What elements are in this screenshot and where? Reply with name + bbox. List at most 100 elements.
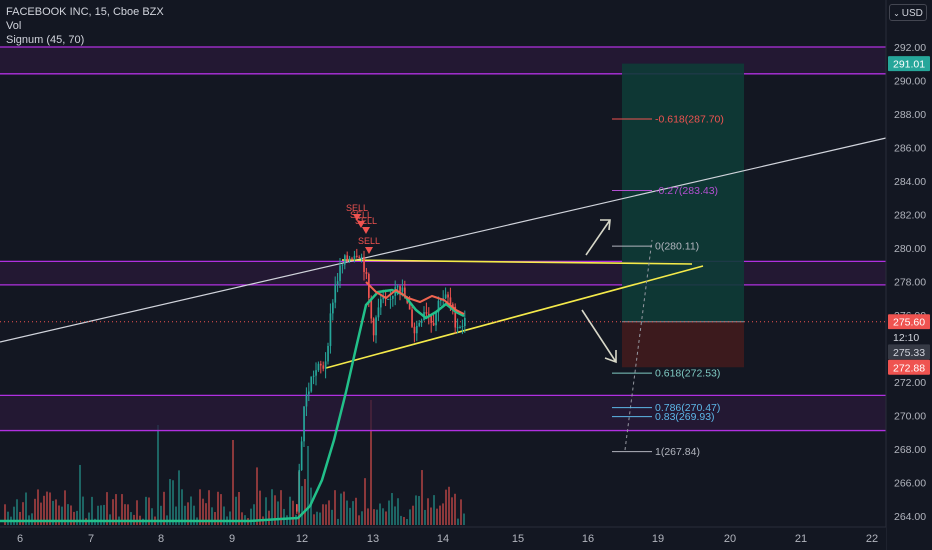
candle-body[interactable]	[377, 307, 380, 318]
price-zone[interactable]	[0, 47, 886, 74]
candle-body[interactable]	[351, 258, 353, 260]
signum-line[interactable]	[0, 288, 465, 523]
candle-body[interactable]	[459, 326, 461, 328]
moving-average-line[interactable]	[365, 281, 465, 315]
volume-bar	[448, 486, 450, 525]
candle-body[interactable]	[305, 394, 308, 407]
candle-body[interactable]	[346, 255, 349, 261]
candle-body[interactable]	[353, 255, 356, 259]
candle-body[interactable]	[370, 297, 373, 319]
candle-body[interactable]	[329, 313, 332, 346]
candle-body[interactable]	[317, 363, 320, 371]
candle-body[interactable]	[300, 441, 303, 470]
candle-body[interactable]	[365, 271, 368, 274]
candle-body[interactable]	[332, 302, 334, 314]
candle-body[interactable]	[444, 294, 447, 299]
candle-body[interactable]	[432, 322, 435, 326]
candle-body[interactable]	[322, 365, 325, 369]
fib-level-label: -0.27(283.43)	[655, 185, 718, 197]
candle-body[interactable]	[420, 320, 423, 323]
candle-body[interactable]	[389, 298, 392, 300]
candle-body[interactable]	[416, 325, 418, 334]
candle-body[interactable]	[401, 287, 404, 292]
arrow-up-icon[interactable]	[585, 219, 611, 256]
price-zone[interactable]	[0, 395, 886, 431]
candle-body[interactable]	[449, 297, 452, 305]
candle-body[interactable]	[315, 370, 317, 376]
candle-body[interactable]	[334, 284, 337, 303]
candle-body[interactable]	[387, 298, 389, 300]
candle-body[interactable]	[408, 302, 411, 310]
price-tag[interactable]	[888, 344, 930, 360]
volume-bar	[232, 440, 234, 525]
arrow-down-icon[interactable]	[581, 309, 617, 364]
volume-label[interactable]: Vol	[6, 20, 22, 32]
candle-body[interactable]	[425, 312, 428, 314]
candle-body[interactable]	[341, 264, 344, 266]
candle-body[interactable]	[312, 375, 315, 377]
candle-body[interactable]	[303, 406, 305, 442]
price-zone[interactable]	[0, 261, 886, 285]
candle-body[interactable]	[452, 304, 454, 307]
candle-body[interactable]	[324, 361, 327, 369]
candle-body[interactable]	[430, 315, 433, 323]
currency-button[interactable]: ⌄ USD	[889, 4, 927, 21]
candle-body[interactable]	[380, 299, 382, 308]
candle-body[interactable]	[435, 312, 437, 326]
candle-body[interactable]	[399, 286, 401, 292]
candle-body[interactable]	[348, 258, 351, 261]
volume-bar	[409, 509, 411, 525]
candle-body[interactable]	[413, 326, 416, 334]
rising-support-line[interactable]	[325, 265, 704, 369]
candle-body[interactable]	[363, 256, 365, 272]
candle-body[interactable]	[327, 345, 329, 362]
resistance-line[interactable]	[341, 259, 693, 265]
volume-bar	[223, 506, 225, 525]
candle-body[interactable]	[404, 287, 406, 298]
volume-bar	[316, 511, 318, 525]
price-tag[interactable]	[888, 329, 930, 345]
symbol-title[interactable]: FACEBOOK INC, 15, Cboe BZX	[6, 6, 164, 18]
candle-body[interactable]	[375, 317, 377, 336]
candle-body[interactable]	[298, 469, 301, 512]
candle-body[interactable]	[454, 306, 457, 328]
candle-body[interactable]	[372, 318, 375, 336]
volume-bar	[427, 498, 429, 525]
candle-body[interactable]	[308, 391, 310, 395]
channel-trend-line[interactable]	[0, 137, 887, 343]
target-zone[interactable]	[622, 63, 744, 322]
candle-body[interactable]	[356, 255, 358, 257]
price-tag[interactable]	[888, 359, 930, 375]
candle-body[interactable]	[437, 300, 440, 313]
candle-body[interactable]	[418, 322, 421, 326]
candle-body[interactable]	[411, 309, 413, 327]
candle-body[interactable]	[396, 286, 399, 288]
price-tag[interactable]	[888, 56, 930, 72]
candle-body[interactable]	[339, 265, 341, 282]
candle-body[interactable]	[336, 281, 339, 285]
candle-body[interactable]	[456, 327, 459, 329]
volume-bar	[31, 513, 33, 525]
candle-body[interactable]	[461, 326, 464, 328]
y-tick-label: 290.00	[894, 76, 926, 88]
candle-body[interactable]	[440, 299, 442, 301]
volume-bar	[73, 511, 75, 525]
candle-body[interactable]	[344, 255, 346, 265]
candle-body[interactable]	[296, 504, 298, 512]
candle-body[interactable]	[464, 317, 466, 327]
candle-body[interactable]	[360, 256, 363, 258]
y-tick-label: 282.00	[894, 210, 926, 222]
indicator-label[interactable]: Signum (45, 70)	[6, 34, 85, 46]
stop-zone[interactable]	[622, 321, 744, 368]
price-tag[interactable]	[888, 314, 930, 330]
candle-body[interactable]	[320, 363, 322, 366]
candle-body[interactable]	[428, 313, 430, 316]
volume-bar	[202, 498, 204, 525]
candle-body[interactable]	[358, 256, 361, 258]
volume-bar	[169, 479, 171, 525]
candle-body[interactable]	[310, 376, 313, 392]
candle-body[interactable]	[447, 294, 449, 298]
candle-body[interactable]	[392, 295, 394, 299]
candle-body[interactable]	[382, 296, 385, 300]
